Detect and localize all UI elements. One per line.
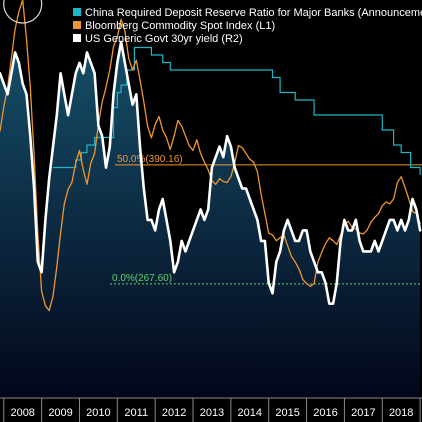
- x-tick-label: 2009: [48, 407, 72, 419]
- x-tick-label: 2010: [86, 407, 110, 419]
- x-tick-label: 2012: [162, 407, 186, 419]
- yield-area-layer: [0, 41, 421, 399]
- legend-label: China Required Deposit Reserve Ratio for…: [85, 7, 422, 19]
- x-tick-label: 2015: [275, 407, 299, 419]
- x-tick-label: 2017: [351, 407, 375, 419]
- series-layer: [0, 0, 422, 312]
- x-tick-label: 2013: [200, 407, 224, 419]
- reference-label-0: 0.0%(267.60): [112, 273, 172, 284]
- x-tick-label: 2014: [238, 407, 262, 419]
- x-tick-label: 2016: [313, 407, 337, 419]
- legend-label: Bloomberg Commodity Spot Index (L1): [85, 20, 275, 32]
- legend-label: US Generic Govt 30yr yield (R2): [85, 33, 243, 45]
- series-line-china-rrr: [53, 46, 421, 175]
- series-line-yield: [0, 40, 422, 306]
- x-tick-label: 2011: [124, 407, 148, 419]
- legend-swatch: [73, 34, 81, 42]
- legend: China Required Deposit Reserve Ratio for…: [73, 7, 422, 45]
- x-axis: 2008 2009 2010 2011 2012 2013 2014 2015 2016 2017…: [0, 397, 422, 422]
- marker-layer: [3, 0, 43, 24]
- x-tick-label: 2008: [10, 407, 34, 419]
- legend-swatch: [73, 21, 81, 29]
- legend-swatch: [73, 8, 81, 16]
- reference-label-50: 50.0%(390.16): [117, 154, 183, 165]
- x-tick-label: 2018: [389, 407, 413, 419]
- reference-lines-layer: 50.0%(390.16) 0.0%(267.60): [110, 154, 422, 285]
- peak-highlight-circle: [3, 0, 43, 24]
- yield-area-fill: [0, 41, 421, 399]
